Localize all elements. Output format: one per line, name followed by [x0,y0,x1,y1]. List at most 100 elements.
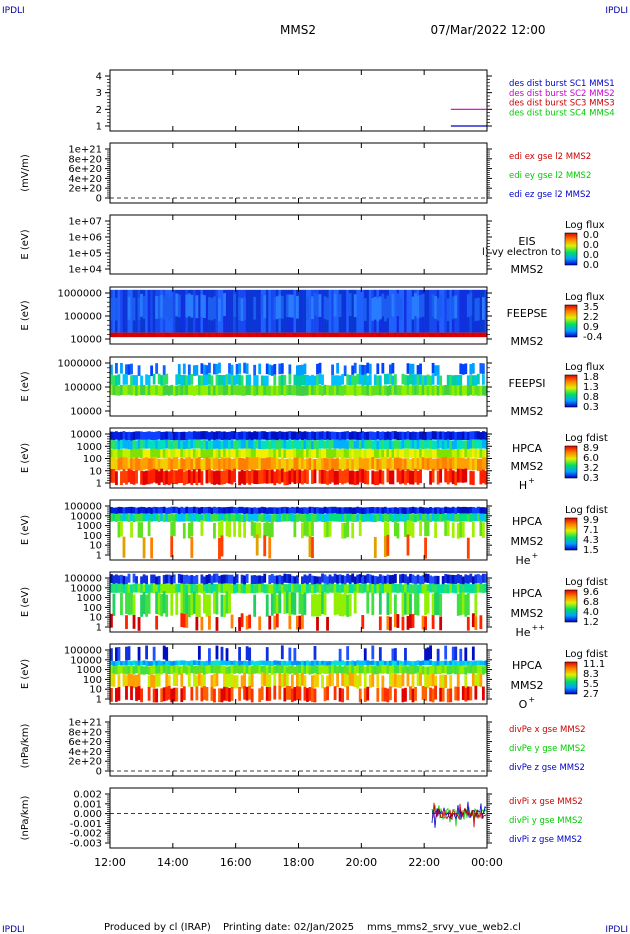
spectrogram-cell [371,297,375,321]
spectrogram-cell [341,688,345,703]
spectrogram-cell [464,675,468,689]
spectrogram-cell [155,615,159,630]
spectrogram-cell [260,506,264,514]
spectrogram-cell [476,332,480,338]
spectrogram-cell [426,591,430,614]
spectrogram-cell [250,448,254,458]
spectrogram-cell [117,665,121,675]
spectrogram-cell [316,332,319,338]
spectrogram-cell [466,660,470,666]
spectrogram-cell [378,507,382,514]
spectrogram-cell [275,469,279,484]
spectrogram-cell [459,574,463,584]
spectrogram-cell [406,584,410,594]
spectrogram-cell [431,666,435,675]
spectrogram-cell [336,666,340,675]
spectrogram-cell [434,507,438,514]
spectrogram-cell [192,431,196,440]
spectrogram-cell [459,440,463,450]
spectrogram-cell [301,672,304,686]
spectrogram-cell [110,613,113,628]
spectrogram-cell [145,374,148,385]
spectrogram-cell [125,685,128,700]
spectrogram-cell [180,385,184,396]
spectrogram-cell [260,686,264,701]
spectrogram-cell [479,507,483,514]
spectrogram-cell [446,574,450,584]
spectrogram-cell [210,470,214,485]
spectrogram-cell [167,298,171,321]
spectrogram-cell [172,672,176,686]
spectrogram-cell [409,385,412,396]
spectrogram-cell [421,575,425,585]
colorbar-tick-label: 9.6 [583,587,599,598]
spectrogram-cell [223,665,226,675]
spectrogram-cell [378,332,382,338]
spectrogram-cell [172,584,176,594]
spectrogram-cell [223,583,226,593]
spectrogram-cell [368,431,372,440]
time-axis: 12:00 14:00 16:00 18:00 20:00 22:00 00:00 [94,70,503,869]
spectrogram-cell [208,594,211,617]
spectrogram-cell [225,439,229,449]
spectrogram-cell [255,289,259,333]
spectrogram-cell [479,432,483,441]
spectrogram-cell [373,514,377,523]
spectrogram-cell [434,592,438,615]
spectrogram-cell [313,431,317,441]
spectrogram-cell [368,660,372,666]
spectrogram-cell [265,584,269,594]
spectrogram-cell [481,469,485,484]
spectrogram-cell [388,332,392,338]
spectrogram-cell [318,431,322,440]
spectrogram-cell [363,431,367,441]
spectrogram-cell [157,575,161,585]
spectrogram-cell [351,439,355,449]
spectrogram-cell [371,431,375,441]
spectrogram-cell [436,470,440,485]
spectrogram-cell [235,449,239,459]
spectrogram-cell [260,375,264,387]
spectrogram-cell [180,374,184,386]
spectrogram-cell [285,507,289,514]
spectrogram-cell [112,289,116,333]
spectrogram-cell [358,673,362,687]
spectrogram-cell [140,688,143,703]
spectrogram-cell [378,296,382,320]
spectrogram-cell [404,592,407,615]
spectrogram-cell [326,576,329,586]
spectrogram-cell [471,439,475,449]
spectrogram-cell [449,660,453,666]
spectrogram-cell [331,468,334,483]
spectrogram-cell [351,660,355,666]
y-tick-label: -0.003 [70,839,102,850]
spectrogram-cell [263,665,267,675]
spectrogram-cell [396,457,400,470]
spectrogram-cell [461,584,465,594]
spectrogram-cell [170,521,174,538]
spectrogram-cell [220,513,224,522]
spectrogram-cell [208,664,211,674]
spectrogram-cell [218,660,221,666]
spectrogram-cell [182,660,186,666]
spectrogram-cell [265,647,269,661]
spectrogram-cell [338,332,342,338]
spectrogram-cell [238,449,241,459]
spectrogram-cell [150,583,154,593]
spectrogram-cell [185,384,189,396]
spectrogram-cell [308,686,312,701]
spectrogram-cell [245,363,249,374]
spectrogram-cell [416,332,420,338]
spectrogram-cell [230,661,234,666]
spectrogram-cell [278,685,282,700]
spectrogram-cell [459,363,463,375]
spectrogram-cell [223,332,226,338]
spectrogram-cell [366,507,370,514]
spectrogram-cell [386,574,390,584]
spectrogram-cell [130,375,133,386]
spectrogram-cell [341,514,345,522]
spectrogram-cell [157,514,161,523]
spectrogram-cell [238,374,241,386]
spectrogram-cell [110,457,113,470]
spectrogram-cell [449,665,453,675]
